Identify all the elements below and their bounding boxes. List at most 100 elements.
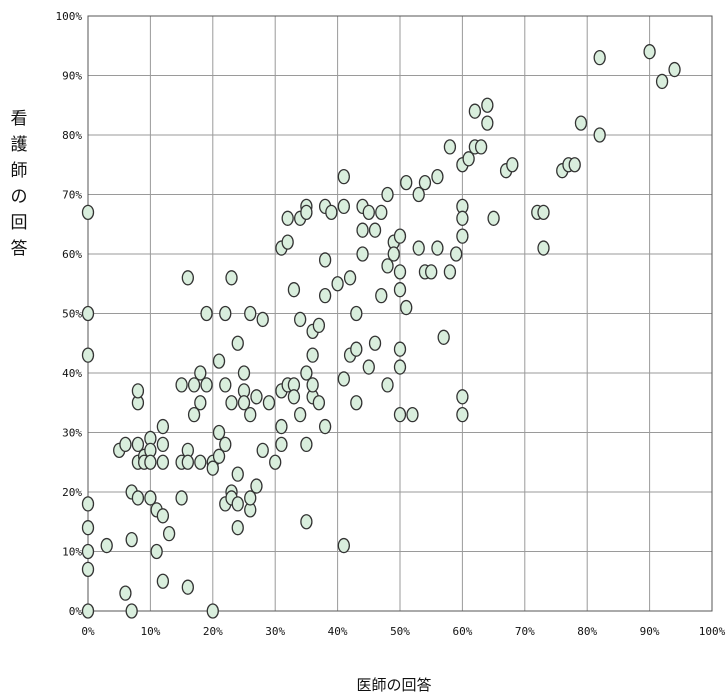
data-point <box>287 282 301 298</box>
data-points <box>81 44 681 619</box>
data-point <box>456 228 469 244</box>
data-point <box>294 406 307 423</box>
data-point <box>237 365 251 381</box>
y-tick-label: 0% <box>69 605 83 618</box>
data-point <box>250 478 263 494</box>
x-tick-label: 100% <box>699 625 726 638</box>
data-point <box>343 270 357 286</box>
data-point <box>412 186 425 203</box>
data-point <box>337 168 350 185</box>
data-point <box>81 496 95 512</box>
data-point <box>281 210 294 226</box>
data-point <box>456 210 469 226</box>
data-point <box>219 436 232 453</box>
data-point <box>568 157 581 173</box>
y-tick-label: 30% <box>62 427 82 440</box>
data-point <box>337 537 350 554</box>
data-point <box>156 508 170 524</box>
data-point <box>187 377 201 393</box>
data-point <box>231 335 244 351</box>
data-point <box>175 377 188 393</box>
data-point <box>181 579 194 595</box>
y-tick-label: 60% <box>62 248 82 261</box>
data-point <box>537 204 550 221</box>
data-point <box>368 222 382 238</box>
data-point <box>381 377 394 393</box>
data-point <box>81 347 95 363</box>
data-point <box>200 377 213 393</box>
data-point <box>156 573 170 589</box>
x-tick-label: 30% <box>265 625 285 638</box>
data-point <box>81 561 95 577</box>
data-point <box>443 139 457 155</box>
data-point <box>194 454 207 470</box>
data-point <box>225 395 238 411</box>
data-point <box>81 520 95 536</box>
data-point <box>231 466 244 482</box>
data-point <box>262 395 276 411</box>
data-point <box>244 406 257 423</box>
data-point <box>337 198 350 215</box>
data-point <box>393 406 407 423</box>
data-point <box>219 377 232 393</box>
data-point <box>212 448 226 464</box>
data-point <box>306 377 319 393</box>
data-point <box>368 335 382 351</box>
data-point <box>437 329 450 345</box>
data-point <box>325 204 338 221</box>
data-point <box>275 436 288 453</box>
data-point <box>668 61 681 78</box>
data-point <box>156 436 170 453</box>
data-point <box>456 389 469 405</box>
data-point <box>250 389 263 405</box>
data-point <box>231 496 244 512</box>
y-tick-label: 100% <box>56 10 83 23</box>
data-point <box>375 287 388 304</box>
data-point <box>81 204 95 221</box>
data-point <box>400 174 413 191</box>
data-point <box>350 305 363 322</box>
data-point <box>462 151 475 167</box>
data-point <box>456 406 469 423</box>
data-point <box>443 264 457 280</box>
x-tick-label: 70% <box>515 625 535 638</box>
data-point <box>175 490 188 506</box>
data-point <box>300 436 313 453</box>
x-tick-label: 10% <box>140 625 160 638</box>
data-point <box>362 359 375 375</box>
data-point <box>387 246 400 262</box>
data-point <box>81 305 95 322</box>
data-point <box>450 246 463 262</box>
data-point <box>237 395 251 411</box>
data-point <box>256 311 269 328</box>
data-point <box>194 365 207 381</box>
data-point <box>318 287 332 304</box>
data-point <box>281 234 294 250</box>
data-point <box>393 228 407 244</box>
data-point <box>306 347 319 363</box>
data-point <box>206 603 219 619</box>
data-point <box>425 264 438 280</box>
data-point <box>593 127 606 143</box>
data-point <box>474 139 488 155</box>
grid <box>87 15 713 612</box>
data-point <box>150 543 163 560</box>
data-point <box>393 282 407 298</box>
data-point <box>506 157 519 173</box>
data-point <box>125 531 138 548</box>
data-point <box>418 174 432 191</box>
data-point <box>131 490 145 506</box>
data-point <box>393 341 407 357</box>
data-point <box>356 222 369 238</box>
data-point <box>131 383 145 399</box>
data-point <box>181 454 194 470</box>
data-point <box>156 454 170 470</box>
data-point <box>350 395 363 411</box>
x-tick-label: 40% <box>328 625 348 638</box>
x-tick-label: 20% <box>203 625 223 638</box>
data-point <box>212 424 226 441</box>
data-point <box>312 317 326 334</box>
x-tick-label: 60% <box>452 625 472 638</box>
data-point <box>100 537 113 554</box>
